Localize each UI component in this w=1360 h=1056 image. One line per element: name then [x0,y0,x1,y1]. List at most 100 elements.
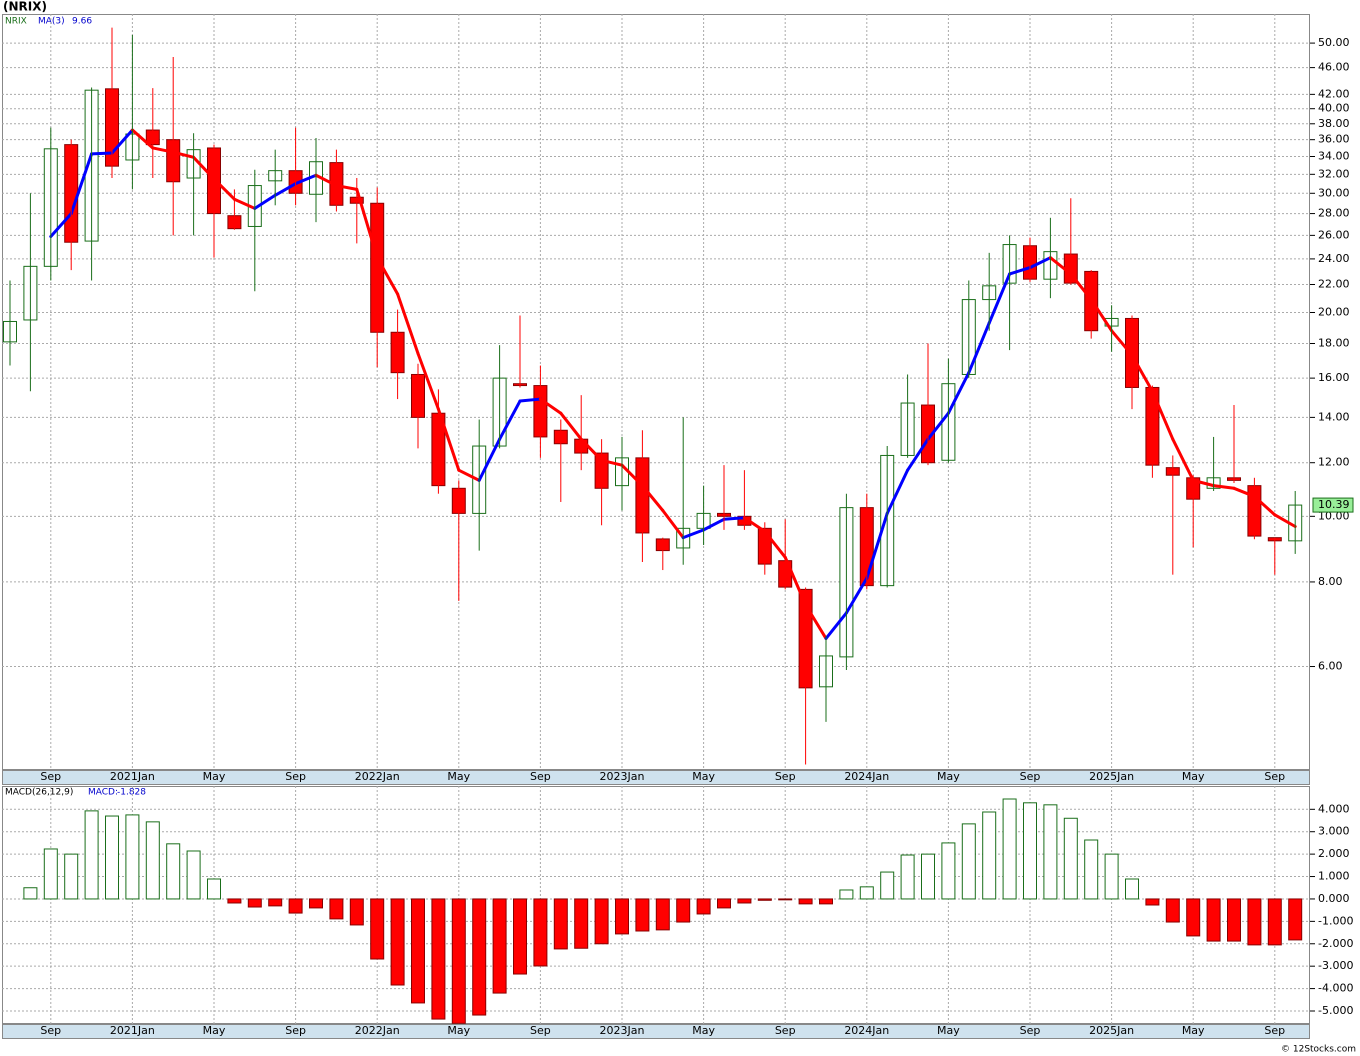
macd-bar [1084,839,1099,900]
macd-bar [43,848,58,900]
x-tick-label: Sep [775,770,796,783]
macd-bar [1186,898,1201,937]
macd-bar [1227,898,1241,942]
ma-segment [334,184,359,191]
x-tick-label: 2022Jan [355,770,400,783]
y-tick-label: 42.00 [1318,87,1350,100]
macd-bar [798,898,813,905]
y-tick-label: 28.00 [1318,207,1350,220]
ma-segment [926,411,950,441]
macd-bar [64,853,79,900]
macd-bar [757,898,772,901]
ma-segment [110,128,134,155]
ma-segment [232,197,257,210]
legend-ma-value: 9.66 [72,17,92,27]
date-strip [2,1024,1310,1039]
x-tick-label: Sep [1020,1024,1041,1037]
macd-bar [145,821,160,900]
y-tick-label: 8.00 [1318,575,1343,588]
y-tick-label: -5.000 [1318,1004,1353,1017]
ma-segment [702,517,726,532]
y-tick-label: 34.00 [1318,149,1350,162]
macd-bar [1267,898,1282,946]
macd-bar [553,898,568,950]
macd-bar [329,898,344,920]
macd-bar [635,898,650,932]
macd-bar [574,898,589,949]
y-tick-label: 16.00 [1318,371,1350,384]
ma-segment [1130,353,1154,393]
macd-bar [492,898,507,994]
chart-title: (NRIX) [3,0,47,14]
y-tick-label: 46.00 [1318,61,1350,74]
macd-bar [839,889,854,900]
ma-segment [1110,329,1134,357]
y-tick-label: 2.000 [1318,847,1350,860]
y-tick-label: 30.00 [1318,186,1350,199]
macd-bar [1043,804,1058,900]
y-tick-label: 22.00 [1318,277,1350,290]
macd-bar [921,853,935,900]
ma-segment [1171,437,1195,482]
macd-bar [1125,878,1139,900]
ma-segment [681,528,706,540]
macd-bar [961,823,976,900]
macd-bar [84,810,99,900]
ma-segment [742,516,767,533]
y-tick-label: 40.00 [1318,102,1350,115]
x-tick-label: Sep [1020,770,1041,783]
ma-segment [49,212,73,239]
ma-segment [1008,266,1032,276]
macd-bar [1063,817,1078,900]
macd-bar [451,898,466,1024]
x-tick-label: May [692,770,715,783]
macd-bar [472,898,487,1016]
macd-bar [1023,802,1037,900]
legend-ma: MA(3) [38,17,65,27]
x-tick-label: 2024Jan [844,770,889,783]
x-tick-label: 2025Jan [1089,1024,1134,1037]
macd-bar [166,843,181,900]
ma-segment [355,187,379,260]
ma-segment [457,468,481,482]
macd-bar [778,898,793,901]
ma-segment [640,484,665,512]
y-tick-label: 1.000 [1318,870,1350,883]
x-tick-label: Sep [40,1024,61,1037]
ma-segment [620,463,644,488]
y-tick-label: 14.00 [1318,410,1350,423]
x-tick-label: 2021Jan [110,770,155,783]
macd-bar [186,850,201,900]
macd-value: -1.828 [117,788,146,798]
macd-bar [615,898,629,935]
ma-segment [885,468,910,515]
macd-bar [1104,853,1119,900]
x-tick-label: May [937,1024,960,1037]
x-tick-label: Sep [1264,1024,1285,1037]
x-tick-label: 2023Jan [600,770,645,783]
macd-bar [1247,898,1262,946]
y-tick-label: 50.00 [1318,36,1350,49]
x-tick-label: May [447,770,470,783]
x-tick-label: 2025Jan [1089,770,1134,783]
ma-segment [804,603,828,640]
y-tick-label: -3.000 [1318,959,1353,972]
ma-segment [1069,272,1093,302]
macd-bar [247,898,262,908]
y-tick-label: 6.00 [1318,660,1343,673]
ma-segment [538,397,563,415]
ma-segment [69,152,94,216]
ma-segment [722,516,746,521]
x-tick-label: 2023Jan [600,1024,645,1037]
ma-segment [171,150,196,159]
y-tick-label: -1.000 [1318,914,1353,927]
y-tick-label: 4.000 [1318,802,1350,815]
macd-bar [513,898,527,975]
y-tick-label: 26.00 [1318,228,1350,241]
last-price-label: 10.39 [1318,498,1350,511]
x-tick-label: May [203,1024,226,1037]
ma-segment [436,407,461,472]
macd-bar [390,898,405,986]
y-tick-label: 0.000 [1318,892,1350,905]
